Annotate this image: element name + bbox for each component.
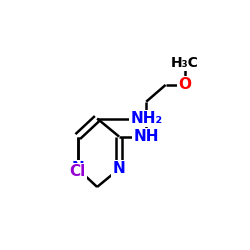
Text: NH₂: NH₂ xyxy=(130,111,162,126)
Text: N: N xyxy=(113,162,126,176)
Text: N: N xyxy=(72,162,84,176)
Text: O: O xyxy=(178,78,192,92)
Text: H₃C: H₃C xyxy=(171,56,199,70)
Text: NH: NH xyxy=(134,129,159,144)
Text: Cl: Cl xyxy=(70,164,86,179)
